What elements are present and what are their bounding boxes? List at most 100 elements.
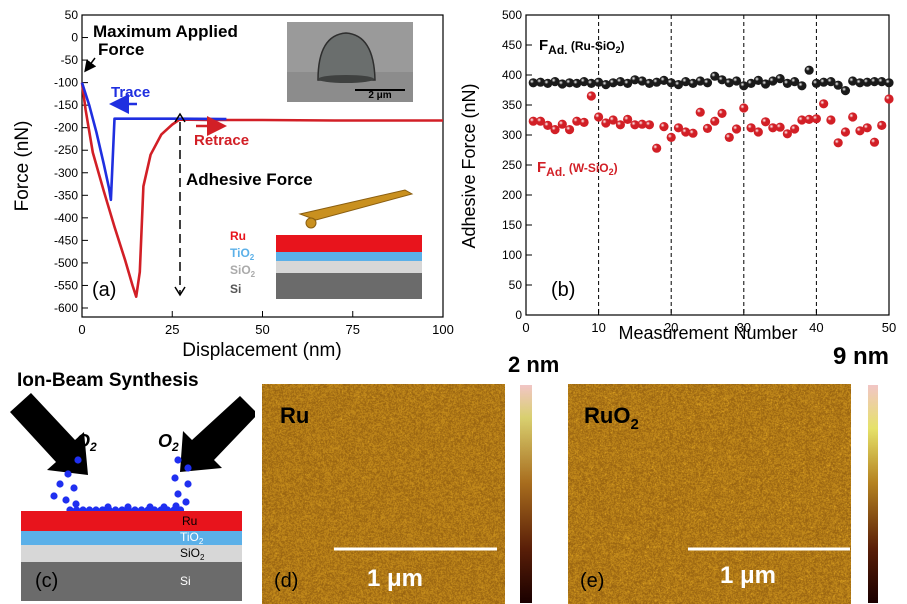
o2-right: O2 — [158, 431, 179, 454]
data-point — [884, 94, 894, 104]
layer-sio2 — [21, 545, 242, 562]
data-point — [739, 103, 749, 113]
x-axis-title-b: Measurement Number — [618, 323, 797, 343]
oxygen-atom — [62, 496, 70, 504]
layer-ru — [21, 511, 242, 531]
oxygen-atom — [146, 503, 154, 511]
adhesive-force-chart: 0 10 20 30 40 5005010015020025030035040045050… — [459, 8, 896, 343]
data-point — [623, 78, 633, 88]
data-point — [826, 77, 836, 87]
afm-d-zrange: 2 nm — [508, 352, 560, 377]
data-point — [601, 80, 611, 90]
layer-sio2-label: SiO2 — [180, 546, 205, 562]
y-tick-label-a: -100 — [54, 76, 78, 90]
oxygen-atom — [74, 456, 82, 464]
trace-label: Trace — [111, 84, 150, 101]
max-force-arrow — [84, 57, 97, 73]
data-point — [855, 78, 865, 88]
data-point — [630, 75, 640, 85]
data-point — [528, 116, 538, 126]
data-point — [717, 108, 727, 118]
x-tick-label-a: 50 — [255, 322, 269, 337]
oxygen-atom — [171, 474, 179, 482]
data-point — [594, 112, 604, 122]
data-point — [804, 114, 814, 124]
legend-ru-sio2: FAd. (Ru-SiO2) — [539, 37, 625, 57]
layer-si — [21, 562, 242, 601]
data-point — [775, 122, 785, 132]
x-tick-label-b: 20 — [664, 320, 678, 335]
afm-image-ru — [262, 384, 505, 604]
oxygen-atom — [184, 480, 192, 488]
data-point — [833, 138, 843, 148]
layer-stack-inset: Ru TiO2 SiO2 Si — [230, 229, 422, 299]
afm-overlay-e: RuO2 1 μm (e) — [580, 403, 850, 592]
layer-tio2-label: TiO2 — [180, 530, 204, 546]
panel-b-label: (b) — [551, 279, 575, 301]
x-tick-label-b: 30 — [737, 320, 751, 335]
data-point — [688, 128, 698, 138]
data-point — [535, 116, 546, 126]
data-point — [833, 80, 843, 90]
data-point — [724, 78, 734, 88]
data-point — [782, 78, 792, 88]
afm-e-zrange: 9 nm — [833, 343, 890, 370]
inset-si: Si — [230, 282, 241, 296]
inset-sio2: SiO2 — [230, 263, 256, 279]
oxygen-atom — [50, 492, 58, 500]
ion-beam-arrow-left — [10, 393, 88, 475]
data-point — [644, 78, 655, 88]
data-point — [535, 77, 546, 87]
afm-e-material: RuO2 — [584, 403, 639, 433]
y-tick-label-a: -150 — [54, 98, 78, 112]
data-point — [557, 119, 567, 129]
data-point — [608, 78, 618, 88]
layer-ru-label: Ru — [182, 514, 197, 528]
x-axis-title-a: Displacement (nm) — [182, 340, 341, 361]
ion-beam-title: Ion-Beam Synthesis — [17, 370, 199, 391]
afm-overlay-d: Ru 1 μm (d) — [274, 403, 497, 592]
data-point — [848, 76, 858, 86]
layer-tio2 — [21, 531, 242, 545]
data-point — [790, 124, 800, 134]
data-point — [557, 79, 567, 89]
data-point — [586, 91, 596, 101]
data-point — [731, 124, 742, 134]
data-point — [826, 115, 836, 125]
data-point — [608, 115, 618, 125]
data-point — [695, 76, 705, 86]
data-point — [811, 78, 821, 88]
y-tick-label-a: -350 — [54, 188, 78, 202]
data-point — [586, 78, 596, 88]
inset-tio2: TiO2 — [230, 246, 255, 262]
y-tick-label-b: 300 — [502, 128, 522, 142]
data-point — [623, 114, 633, 124]
y-tick-label-b: 100 — [502, 248, 522, 262]
y-tick-label-b: 250 — [502, 158, 522, 172]
data-point — [731, 76, 742, 86]
y-tick-label-a: -400 — [54, 211, 78, 225]
data-point — [840, 127, 851, 137]
afm-d-scale-label: 1 μm — [367, 565, 423, 592]
panel-c-label: (c) — [35, 570, 58, 592]
o2-left: O2 — [76, 431, 97, 454]
x-tick-label-a: 75 — [346, 322, 360, 337]
data-point — [564, 78, 575, 88]
data-point — [601, 118, 611, 128]
colorbar-ru — [520, 385, 532, 603]
x-tick-label-a: 25 — [165, 322, 179, 337]
data-point — [673, 123, 684, 133]
y-tick-label-b: 200 — [502, 188, 522, 202]
data-point — [746, 123, 756, 133]
data-point — [564, 125, 575, 135]
max-force-label-2: Force — [98, 40, 144, 59]
y-tick-label-b: 150 — [502, 218, 522, 232]
data-point — [659, 122, 669, 132]
oxygen-atom — [72, 500, 80, 508]
y-tick-label-b: 50 — [509, 278, 523, 292]
data-point — [695, 107, 705, 117]
y-tick-label-a: -500 — [54, 256, 78, 270]
legend-w-sio2: FAd. (W-SiO2) — [537, 159, 618, 179]
y-axis-title-b: Adhesive Force (nN) — [459, 83, 479, 248]
oxygen-atom — [174, 490, 182, 498]
